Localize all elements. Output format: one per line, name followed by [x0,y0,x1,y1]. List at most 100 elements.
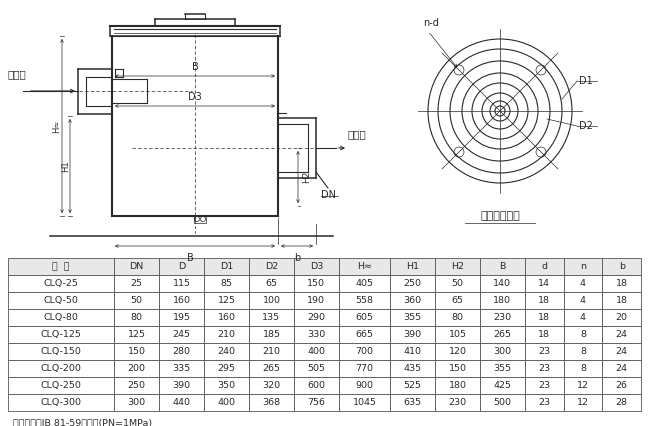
Text: 进出油口法兰: 进出油口法兰 [480,211,520,221]
Bar [249,258,294,275]
Bar [204,309,249,326]
Bar [525,275,563,292]
Bar [114,343,159,360]
Bar [480,309,525,326]
Bar [602,360,641,377]
Bar [435,394,480,411]
Text: 240: 240 [217,347,236,356]
Text: 4: 4 [580,296,586,305]
Bar [114,360,159,377]
Bar [159,258,204,275]
Text: H≈: H≈ [53,119,62,132]
Text: 18: 18 [616,296,628,305]
Text: 635: 635 [404,398,422,407]
Bar [114,258,159,275]
Text: 12: 12 [577,398,589,407]
Bar [339,275,390,292]
Text: 210: 210 [262,347,280,356]
Text: 190: 190 [308,296,325,305]
Text: D3: D3 [310,262,323,271]
Text: 245: 245 [173,330,191,339]
Text: 280: 280 [173,347,191,356]
Text: 125: 125 [217,296,236,305]
Bar [480,377,525,394]
Bar [114,275,159,292]
Text: 23: 23 [538,364,550,373]
Bar [204,275,249,292]
Bar [480,394,525,411]
Text: 368: 368 [262,398,280,407]
Bar [390,292,435,309]
Bar [339,343,390,360]
Text: 23: 23 [538,398,550,407]
Text: 型  号: 型 号 [53,262,70,271]
Bar [249,360,294,377]
Text: 180: 180 [448,381,467,390]
Text: 8: 8 [580,347,586,356]
Text: 24: 24 [616,347,628,356]
Bar [204,326,249,343]
Text: n-d: n-d [423,18,439,28]
Text: d: d [541,262,547,271]
Text: 14: 14 [538,279,550,288]
Bar [480,360,525,377]
Text: CLQ-80: CLQ-80 [43,313,79,322]
Text: 23: 23 [538,381,550,390]
Text: 18: 18 [538,330,550,339]
Bar [159,292,204,309]
Bar [294,258,339,275]
Text: 400: 400 [217,398,236,407]
Text: CLQ-200: CLQ-200 [41,364,82,373]
Bar [525,360,563,377]
Bar [114,326,159,343]
Bar [294,292,339,309]
Text: 1045: 1045 [352,398,376,407]
Bar [390,394,435,411]
Text: 50: 50 [452,279,463,288]
Bar [525,394,563,411]
Text: 50: 50 [130,296,143,305]
Text: 24: 24 [616,364,628,373]
Text: D2: D2 [265,262,278,271]
Text: 300: 300 [128,398,145,407]
Bar [8,326,114,343]
Bar [563,309,602,326]
Text: 355: 355 [404,313,422,322]
Bar [602,394,641,411]
Bar [563,275,602,292]
Text: 26: 26 [616,381,628,390]
Bar [249,343,294,360]
Bar [159,309,204,326]
Bar [249,292,294,309]
Text: B: B [499,262,506,271]
Bar [114,394,159,411]
Bar [159,275,204,292]
Bar [435,309,480,326]
Text: 65: 65 [265,279,277,288]
Bar [435,377,480,394]
Text: 330: 330 [307,330,326,339]
Text: 290: 290 [308,313,325,322]
Text: 360: 360 [404,296,422,305]
Text: CLQ-150: CLQ-150 [41,347,82,356]
Text: D1: D1 [579,76,593,86]
Text: 440: 440 [173,398,191,407]
Bar [159,377,204,394]
Bar [602,275,641,292]
Bar [563,377,602,394]
Bar [8,394,114,411]
Text: 230: 230 [493,313,511,322]
Bar [204,258,249,275]
Bar [294,326,339,343]
Text: 20: 20 [616,313,628,322]
Bar [339,258,390,275]
Bar [204,292,249,309]
Bar [563,326,602,343]
Bar [390,309,435,326]
Bar [563,258,602,275]
Bar [525,326,563,343]
Bar [563,394,602,411]
Text: D: D [178,262,185,271]
Bar [8,258,114,275]
Bar [294,394,339,411]
